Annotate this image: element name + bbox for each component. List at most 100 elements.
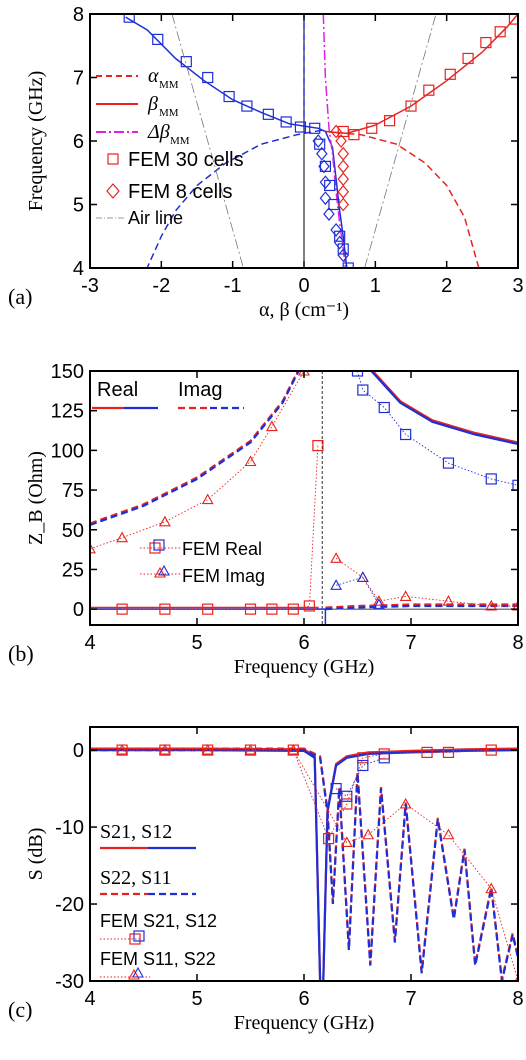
series-line-7 <box>122 445 319 610</box>
series-line-5 <box>322 14 347 268</box>
square-marker <box>442 746 455 759</box>
square-marker <box>202 71 214 84</box>
y-axis-label: Frequency (GHz) <box>25 71 47 212</box>
triangle-marker <box>372 595 385 606</box>
legend-label: Real <box>97 379 138 401</box>
y-tick-label: 8 <box>73 4 84 26</box>
square-marker <box>378 752 390 764</box>
triangle-marker <box>244 455 257 467</box>
diamond-marker <box>319 175 332 190</box>
square-marker <box>159 603 171 615</box>
square-marker <box>342 262 354 268</box>
square-marker <box>405 100 417 112</box>
series-line-0-blue <box>90 748 322 981</box>
square-marker <box>421 746 433 759</box>
y-tick-label: 100 <box>51 440 84 462</box>
x-tick-label: 1 <box>370 275 381 297</box>
series-line-4 <box>325 14 518 135</box>
panel-b: 4 5 6 7 8 0 25 50 75 100 125 150 Frequency (GHz) Z_B … <box>8 361 524 678</box>
x-tick-label: 3 <box>512 275 523 297</box>
series-line-4-blue <box>370 371 518 446</box>
series-line-11 <box>364 14 437 268</box>
panel-c: 4 5 6 7 8 -30 -20 -10 0 Frequency (GHz) S (dB) (c) S… <box>8 726 524 1034</box>
legend-triangle-marker <box>132 966 144 978</box>
legend-subscript: MM <box>159 79 179 91</box>
legend-label: Δβ <box>147 121 170 143</box>
y-tick-label: 50 <box>62 520 84 542</box>
x-tick-label: 5 <box>191 988 202 1010</box>
square-marker <box>494 26 506 38</box>
square-marker <box>366 122 378 134</box>
square-marker <box>152 33 164 46</box>
legend-square-marker <box>149 542 161 554</box>
series-line-0-blue <box>90 371 300 527</box>
triangle-marker <box>512 599 518 611</box>
diamond-marker <box>337 197 350 212</box>
series-line-5 <box>122 749 518 981</box>
series-line-2-blue <box>90 748 518 981</box>
square-marker <box>512 479 518 491</box>
y-axis-label: S (dB) <box>25 828 47 881</box>
triangle-marker <box>442 828 455 840</box>
square-marker <box>312 440 324 452</box>
legend-subscript: MM <box>170 135 190 147</box>
square-marker <box>357 759 369 772</box>
square-marker <box>287 603 299 615</box>
square-marker <box>294 121 307 133</box>
square-marker <box>116 603 128 615</box>
legend-diamond-marker <box>106 183 120 199</box>
series-line-0-red <box>90 747 322 980</box>
x-tick-label: 0 <box>298 275 309 297</box>
legend-triangle-marker <box>128 968 140 980</box>
square-marker <box>485 473 497 485</box>
legend-label: S22, S11 <box>100 867 172 889</box>
series-line-2-red <box>90 747 518 980</box>
y-tick-label: 25 <box>62 559 84 581</box>
square-marker <box>323 833 335 845</box>
triangle-marker <box>116 743 129 755</box>
triangle-marker <box>442 595 455 606</box>
diamond-marker <box>323 207 335 221</box>
x-tick-label: 6 <box>298 988 309 1010</box>
triangle-marker <box>201 493 214 505</box>
series-line-1-blue <box>325 604 518 611</box>
series-line-4-red <box>371 371 518 444</box>
square-marker <box>262 108 274 120</box>
triangle-marker <box>158 515 171 527</box>
legend-label: FEM S11, S22 <box>100 949 216 969</box>
triangle-marker <box>330 552 343 563</box>
y-tick-label: 75 <box>62 480 84 502</box>
legend-label: α <box>148 65 159 87</box>
legend-square-marker <box>133 930 145 942</box>
square-marker <box>223 90 235 103</box>
y-tick-label: 125 <box>51 401 84 423</box>
y-tick-label: 0 <box>73 740 84 762</box>
x-tick-label: 7 <box>405 632 416 654</box>
square-marker <box>180 56 192 68</box>
triangle-marker <box>330 579 343 590</box>
y-tick-label: 150 <box>51 361 84 383</box>
legend-label: S21, S12 <box>100 821 172 843</box>
square-marker <box>480 36 492 49</box>
triangle-marker <box>158 743 171 755</box>
diamond-marker <box>318 159 330 174</box>
legend-triangle-marker <box>158 564 170 576</box>
legend-label: β <box>147 93 158 115</box>
x-tick-label: 5 <box>191 632 202 654</box>
triangle-marker <box>372 598 385 609</box>
square-marker <box>341 790 353 802</box>
square-marker <box>330 782 342 795</box>
x-axis-label: α, β (cm⁻¹) <box>259 299 349 321</box>
square-marker <box>442 457 455 469</box>
panel-a: -3 -2 -1 0 1 2 3 4 5 6 7 8 α, β (cm⁻¹) Frequency (GHz… <box>8 4 524 321</box>
x-tick-label: -2 <box>152 275 170 297</box>
square-marker <box>485 744 497 756</box>
square-marker <box>337 125 349 138</box>
triangle-marker <box>287 743 300 755</box>
square-marker <box>400 428 412 441</box>
legend-label: FEM S21, S12 <box>100 911 217 931</box>
x-tick-label: 2 <box>441 275 452 297</box>
square-marker <box>241 100 253 112</box>
y-tick-label: -20 <box>55 894 84 916</box>
legend-triangle-marker <box>154 566 166 578</box>
